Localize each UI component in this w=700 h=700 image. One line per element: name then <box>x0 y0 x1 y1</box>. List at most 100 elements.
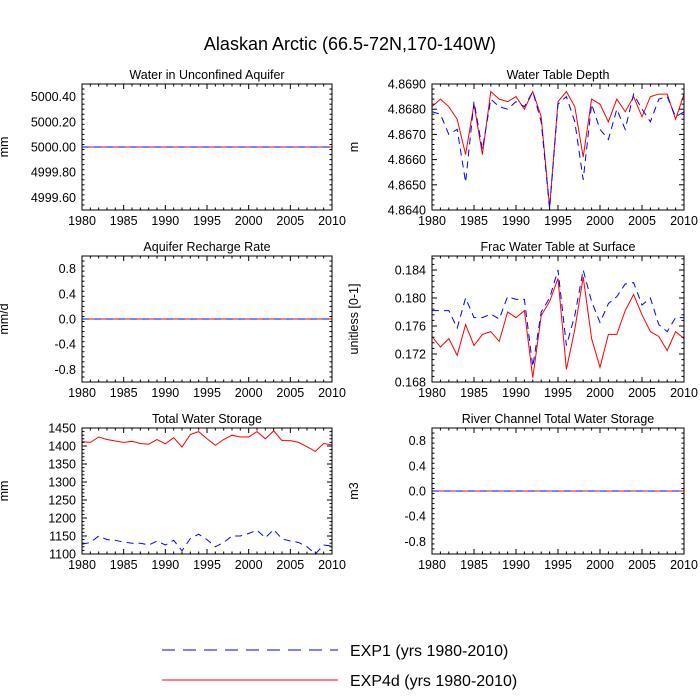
chart-panel-3: Aquifer Recharge Rate mm/d 1980 1985 1990 199… <box>0 240 346 400</box>
chart-panel-4: Frac Water Table at Surface unitless [0-1… <box>347 240 698 400</box>
legend-label: EXP1 (yrs 1980-2010) <box>350 643 508 660</box>
series-line-exp4d <box>82 430 332 453</box>
y-tick-label: 4999.80 <box>31 166 76 180</box>
y-tick-label: 1100 <box>49 548 76 562</box>
x-tick-label: 1985 <box>110 386 138 400</box>
y-axis-label: m <box>347 142 361 152</box>
y-tick-label: 0.168 <box>395 376 426 390</box>
y-tick-label: 4.8670 <box>388 128 426 142</box>
x-tick-label: 2005 <box>276 558 304 572</box>
x-tick-label: 2005 <box>628 386 656 400</box>
x-tick-label: 1980 <box>418 214 446 228</box>
chart-panel-1: Water in Unconfined Aquifer mm 1980 1985 199… <box>0 68 346 228</box>
x-tick-label: 1985 <box>460 214 488 228</box>
y-tick-label: 1450 <box>48 422 76 436</box>
y-tick-label: 0.4 <box>59 287 76 301</box>
y-axis-label: unitless [0-1] <box>347 284 361 355</box>
x-tick-label: 1990 <box>151 214 179 228</box>
panels: Water in Unconfined Aquifer mm 1980 1985 199… <box>0 68 698 572</box>
y-tick-label: -0.8 <box>404 535 426 549</box>
y-axis-label: mm/d <box>0 303 11 334</box>
legend-label: EXP4d (yrs 1980-2010) <box>350 673 517 690</box>
panel-title: Water in Unconfined Aquifer <box>129 68 284 82</box>
x-tick-label: 2010 <box>670 386 698 400</box>
chart-panel-5: Total Water Storage mm 1980 1985 1990 1995 200… <box>0 412 346 572</box>
y-tick-label: -0.8 <box>54 363 76 377</box>
series-line-exp1 <box>82 528 332 554</box>
x-tick-label: 1990 <box>151 558 179 572</box>
y-axis-label: mm <box>0 137 11 158</box>
y-tick-label: -0.4 <box>404 510 426 524</box>
panel-title: River Channel Total Water Storage <box>462 412 655 426</box>
y-axis-label: mm <box>0 481 11 502</box>
x-tick-label: 2005 <box>628 214 656 228</box>
y-tick-label: 0.0 <box>59 313 76 327</box>
y-tick-label: 4.8650 <box>388 178 426 192</box>
y-tick-label: 0.180 <box>395 292 426 306</box>
y-tick-label: 0.184 <box>395 264 426 278</box>
x-tick-label: 2005 <box>628 558 656 572</box>
series-line-exp4d <box>432 276 684 378</box>
y-tick-label: 4999.60 <box>31 191 76 205</box>
x-tick-label: 2010 <box>670 558 698 572</box>
panel-title: Aquifer Recharge Rate <box>143 240 270 254</box>
x-tick-label: 1980 <box>68 214 96 228</box>
series-line-exp1 <box>432 269 684 367</box>
x-tick-label: 2000 <box>235 558 263 572</box>
y-tick-label: 0.8 <box>59 262 76 276</box>
y-tick-label: 0.4 <box>409 459 426 473</box>
x-tick-label: 1985 <box>110 558 138 572</box>
y-tick-label: 5000.20 <box>31 115 76 129</box>
y-tick-label: 1200 <box>48 512 76 526</box>
y-tick-label: 0.8 <box>409 434 426 448</box>
y-tick-label: 1400 <box>48 440 76 454</box>
plot-frame <box>431 255 685 383</box>
x-tick-label: 1995 <box>544 386 572 400</box>
x-tick-label: 2000 <box>235 214 263 228</box>
x-tick-label: 2010 <box>318 558 346 572</box>
y-tick-label: 0.176 <box>395 320 426 334</box>
y-tick-label: 4.8680 <box>388 103 426 117</box>
y-tick-label: 0.172 <box>395 348 426 362</box>
figure-title: Alaskan Arctic (66.5-72N,170-140W) <box>204 34 496 54</box>
chart-panel-6: River Channel Total Water Storage m3 1980 1… <box>347 412 698 572</box>
series-group <box>82 430 332 554</box>
x-tick-label: 1990 <box>502 558 530 572</box>
x-tick-label: 2000 <box>235 386 263 400</box>
legend: EXP1 (yrs 1980-2010) EXP4d (yrs 1980-2010… <box>162 643 517 690</box>
series-group <box>432 90 684 209</box>
x-tick-label: 1995 <box>544 214 572 228</box>
y-tick-label: -0.4 <box>54 338 76 352</box>
y-tick-label: 5000.40 <box>31 90 76 104</box>
series-group <box>432 269 684 378</box>
y-tick-label: 4.8660 <box>388 153 426 167</box>
y-tick-label: 1350 <box>48 458 76 472</box>
y-tick-label: 5000.00 <box>31 141 76 155</box>
x-tick-label: 1985 <box>460 558 488 572</box>
x-tick-label: 1985 <box>460 386 488 400</box>
plot-frame <box>81 427 333 555</box>
y-tick-label: 1300 <box>48 476 76 490</box>
x-tick-label: 2010 <box>318 386 346 400</box>
x-tick-label: 1995 <box>193 558 221 572</box>
x-tick-label: 1995 <box>193 214 221 228</box>
y-tick-label: 0.0 <box>409 485 426 499</box>
x-tick-label: 2000 <box>586 214 614 228</box>
y-tick-label: 4.8690 <box>388 78 426 92</box>
panel-title: Frac Water Table at Surface <box>481 240 636 254</box>
x-tick-label: 1980 <box>418 386 446 400</box>
x-tick-label: 1995 <box>193 386 221 400</box>
x-tick-label: 2005 <box>276 214 304 228</box>
x-tick-label: 2010 <box>318 214 346 228</box>
x-tick-label: 1980 <box>68 386 96 400</box>
x-tick-label: 2000 <box>586 558 614 572</box>
x-tick-label: 1980 <box>68 558 96 572</box>
y-tick-label: 4.8640 <box>388 204 426 218</box>
x-tick-label: 1990 <box>502 386 530 400</box>
x-tick-label: 1995 <box>544 558 572 572</box>
panel-title: Total Water Storage <box>152 412 262 426</box>
y-tick-label: 1250 <box>48 494 76 508</box>
x-tick-label: 2005 <box>276 386 304 400</box>
x-tick-label: 2010 <box>670 214 698 228</box>
